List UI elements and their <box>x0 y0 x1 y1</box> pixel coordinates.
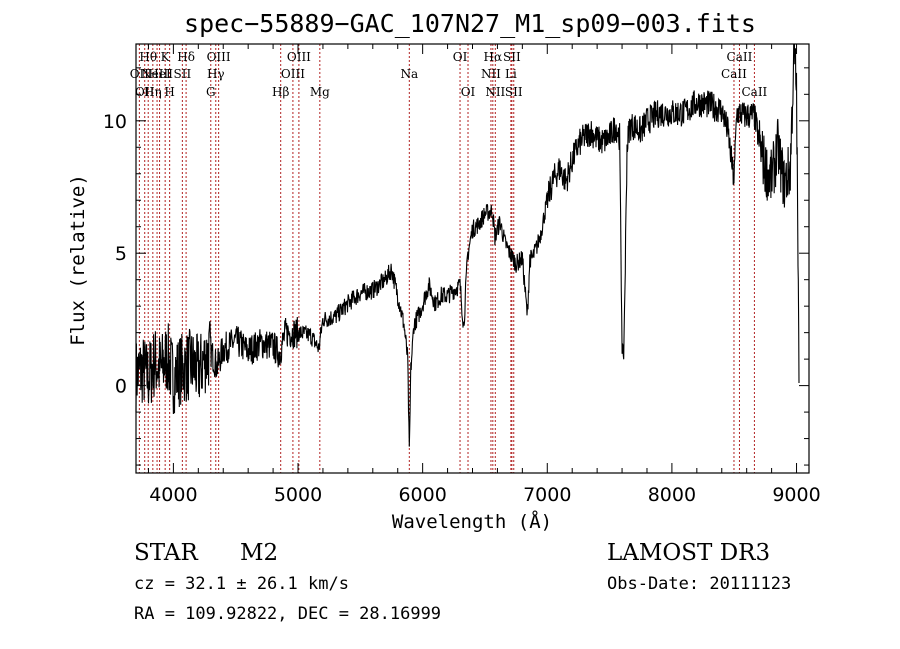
line-marker-label: SII <box>174 67 192 81</box>
object-class: STAR <box>134 540 198 566</box>
x-axis-label: Wavelength (Å) <box>392 510 552 533</box>
line-marker-label: Hα <box>484 50 503 64</box>
y-tick-label: 5 <box>115 243 127 265</box>
line-marker-label: NII <box>481 67 501 81</box>
line-marker-label: Li <box>505 67 517 81</box>
redshift-cz: cz = 32.1 ± 26.1 km/s <box>134 574 349 594</box>
line-marker-label: Hβ <box>272 85 289 99</box>
line-marker-label: CaII <box>721 67 747 81</box>
y-axis-label: Flux (relative) <box>67 174 89 346</box>
line-marker-label: K <box>161 50 171 64</box>
emission-line-labels: OIIOIIHθHηNeIIIHeIKHSIIHδGHγOIIIHβOIIIOI… <box>130 50 768 99</box>
line-marker-label: CaII <box>741 85 767 99</box>
line-marker-label: Hη <box>144 85 162 99</box>
line-marker-label: OIII <box>281 67 305 81</box>
line-marker-label: OI <box>461 85 476 99</box>
line-marker-label: HeI <box>148 67 171 81</box>
line-marker-label: OIII <box>287 50 311 64</box>
line-marker-label: Na <box>400 67 418 81</box>
line-marker-label: NII <box>485 85 505 99</box>
chart-title: spec−55889−GAC_107N27_M1_sp09−003.fits <box>184 9 756 38</box>
x-tick-label: 6000 <box>398 484 446 506</box>
line-marker-label: NeIII <box>141 67 173 81</box>
x-tick-label: 5000 <box>274 484 322 506</box>
spectrum-line <box>135 43 800 447</box>
x-tick-label: 8000 <box>648 484 696 506</box>
line-marker-label: G <box>206 85 216 99</box>
line-marker-label: SII <box>505 85 523 99</box>
line-marker-label: OII <box>130 67 150 81</box>
line-marker-label: OII <box>135 85 155 99</box>
coordinates: RA = 109.92822, DEC = 28.16999 <box>134 604 441 624</box>
line-marker-label: H <box>164 85 174 99</box>
line-marker-label: CaII <box>727 50 753 64</box>
x-axis-ticks: 4000 5000 6000 7000 8000 9000 <box>147 44 821 506</box>
x-tick-label: 4000 <box>149 484 197 506</box>
observation-date: Obs-Date: 20111123 <box>607 574 791 594</box>
line-marker-label: Hθ <box>139 50 157 64</box>
y-tick-label: 10 <box>103 111 127 133</box>
line-marker-label: Hγ <box>207 67 225 81</box>
x-tick-label: 7000 <box>523 484 571 506</box>
line-marker-label: Hδ <box>177 50 195 64</box>
line-marker-label: Mg <box>310 85 330 99</box>
object-subclass: M2 <box>240 540 278 566</box>
y-axis-ticks: 0 5 10 <box>103 67 809 466</box>
x-tick-label: 9000 <box>772 484 820 506</box>
survey-name: LAMOST DR3 <box>607 540 770 566</box>
line-marker-label: OI <box>453 50 468 64</box>
y-tick-label: 0 <box>115 376 127 398</box>
line-marker-label: OIII <box>207 50 231 64</box>
line-marker-label: SII <box>503 50 521 64</box>
